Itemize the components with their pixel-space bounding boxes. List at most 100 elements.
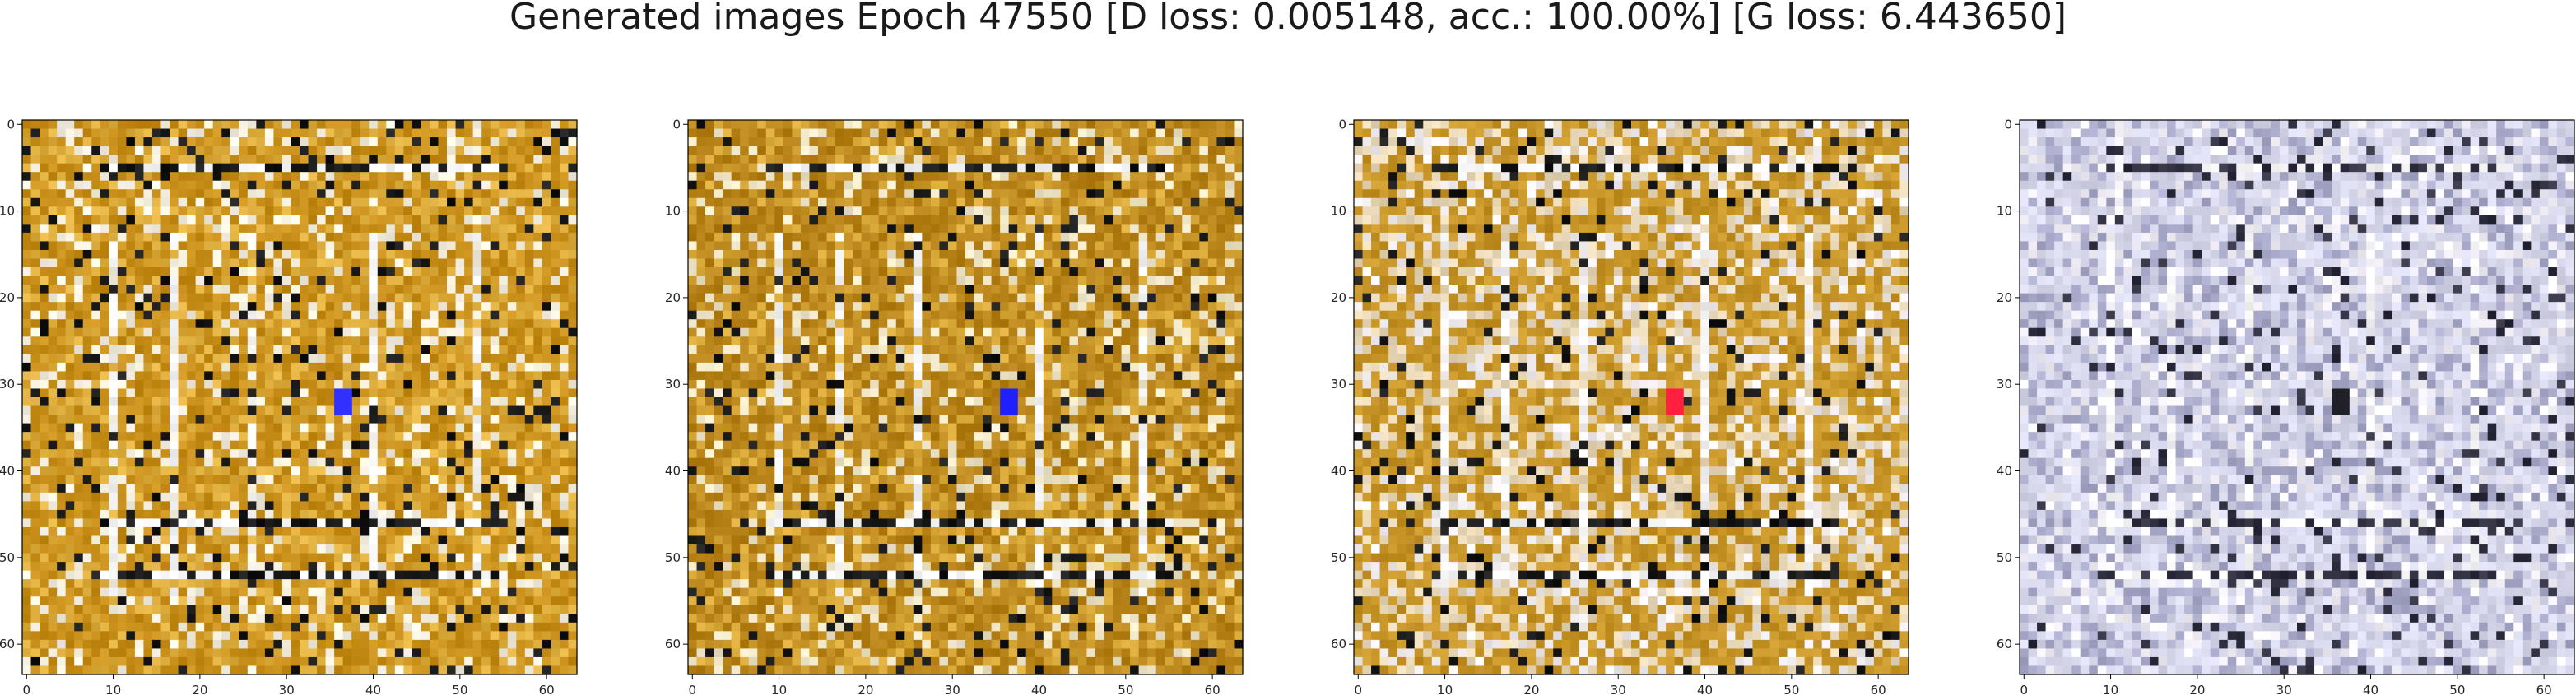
x-tick-label: 0 (2020, 683, 2028, 695)
y-tick-label: 0 (2004, 117, 2012, 132)
x-tick: 50 (1118, 674, 1133, 695)
axes-frame (1353, 119, 1909, 675)
x-tick-label: 50 (1783, 683, 1799, 695)
y-tick-label: 60 (1997, 637, 2012, 651)
y-tick: 20 (0, 290, 22, 305)
y-tick-label: 20 (0, 290, 15, 305)
x-tick: 60 (1205, 674, 1221, 695)
y-tick-label: 60 (0, 637, 15, 651)
x-tick-label: 20 (192, 683, 207, 695)
x-tick-label: 60 (1205, 683, 1221, 695)
y-tick-label: 10 (0, 204, 15, 219)
x-tick-label: 50 (452, 683, 467, 695)
axes-frame (21, 119, 578, 675)
y-tick: 30 (1331, 377, 1354, 392)
axes-frame (687, 119, 1244, 675)
x-tick-label: 20 (858, 683, 873, 695)
x-tick: 0 (688, 674, 696, 695)
y-tick: 60 (665, 637, 688, 651)
x-tick-label: 30 (1611, 683, 1626, 695)
y-tick: 0 (2004, 117, 2020, 132)
x-tick: 40 (2363, 674, 2378, 695)
x-tick: 40 (1697, 674, 1713, 695)
x-tick-label: 30 (945, 683, 960, 695)
x-tick-label: 20 (1523, 683, 1539, 695)
x-tick: 10 (771, 674, 787, 695)
x-tick-label: 20 (2189, 683, 2205, 695)
x-tick: 50 (2449, 674, 2465, 695)
y-tick-label: 10 (665, 204, 681, 219)
y-tick-label: 10 (1997, 204, 2012, 219)
y-tick: 30 (0, 377, 22, 392)
x-tick: 60 (539, 674, 555, 695)
y-tick-label: 50 (0, 550, 15, 565)
x-tick: 60 (2536, 674, 2552, 695)
x-tick-label: 30 (2276, 683, 2292, 695)
x-tick: 0 (1354, 674, 1362, 695)
x-tick: 10 (105, 674, 121, 695)
image-pixels (22, 120, 578, 675)
x-tick-label: 40 (365, 683, 381, 695)
x-tick-label: 10 (1437, 683, 1453, 695)
x-tick-label: 60 (1871, 683, 1886, 695)
x-tick-label: 50 (1118, 683, 1133, 695)
image-pixels (2020, 120, 2575, 675)
y-tick: 0 (7, 117, 22, 132)
y-tick: 40 (1997, 464, 2020, 479)
x-tick: 20 (858, 674, 873, 695)
y-tick: 0 (1338, 117, 1354, 132)
x-tick: 20 (1523, 674, 1539, 695)
y-tick-label: 40 (1331, 464, 1346, 479)
y-tick: 40 (1331, 464, 1354, 479)
x-tick-label: 40 (2363, 683, 2378, 695)
y-tick-label: 50 (1331, 550, 1346, 565)
y-tick: 30 (665, 377, 688, 392)
y-tick-label: 0 (7, 117, 15, 132)
y-tick: 20 (1331, 290, 1354, 305)
y-tick-label: 20 (665, 290, 681, 305)
y-tick: 50 (1997, 550, 2020, 565)
x-tick-label: 0 (22, 683, 30, 695)
y-tick-label: 20 (1331, 290, 1346, 305)
x-tick-label: 10 (771, 683, 787, 695)
y-tick-label: 60 (1331, 637, 1346, 651)
x-tick-label: 10 (105, 683, 121, 695)
y-tick: 30 (1997, 377, 2020, 392)
y-tick: 0 (672, 117, 688, 132)
y-tick-label: 10 (1331, 204, 1346, 219)
generated-image-4: 0 0 10 10 20 20 30 30 40 40 50 50 60 60 (1997, 117, 2575, 695)
x-tick: 30 (945, 674, 960, 695)
generated-image-3: 0 0 10 10 20 20 30 30 40 40 50 50 60 60 (1331, 117, 1909, 695)
x-tick: 0 (2020, 674, 2028, 695)
x-tick: 20 (2189, 674, 2205, 695)
y-tick: 50 (1331, 550, 1354, 565)
y-tick-label: 50 (1997, 550, 2012, 565)
generated-image-2: 0 0 10 10 20 20 30 30 40 40 50 50 60 60 (665, 117, 1244, 695)
x-tick-label: 30 (279, 683, 295, 695)
generated-image-1: 0 0 10 10 20 20 30 30 40 40 50 50 60 60 (0, 117, 578, 695)
y-tick: 40 (0, 464, 22, 479)
y-tick-label: 50 (665, 550, 681, 565)
x-tick: 40 (365, 674, 381, 695)
y-tick: 50 (665, 550, 688, 565)
y-tick-label: 30 (0, 377, 15, 392)
y-tick: 60 (1331, 637, 1354, 651)
y-tick: 10 (1331, 204, 1354, 219)
y-tick-label: 40 (1997, 464, 2012, 479)
y-tick: 10 (665, 204, 688, 219)
y-tick-label: 60 (665, 637, 681, 651)
x-tick: 20 (192, 674, 207, 695)
y-tick: 10 (1997, 204, 2020, 219)
axes-frame (2019, 119, 2575, 675)
x-tick-label: 40 (1031, 683, 1047, 695)
x-tick: 40 (1031, 674, 1047, 695)
y-tick: 20 (1997, 290, 2020, 305)
x-tick: 50 (452, 674, 467, 695)
y-tick-label: 20 (1997, 290, 2012, 305)
x-tick: 30 (2276, 674, 2292, 695)
y-tick-label: 30 (1331, 377, 1346, 392)
x-tick-label: 50 (2449, 683, 2465, 695)
y-tick: 60 (0, 637, 22, 651)
y-tick-label: 30 (1997, 377, 2012, 392)
x-tick-label: 0 (688, 683, 696, 695)
